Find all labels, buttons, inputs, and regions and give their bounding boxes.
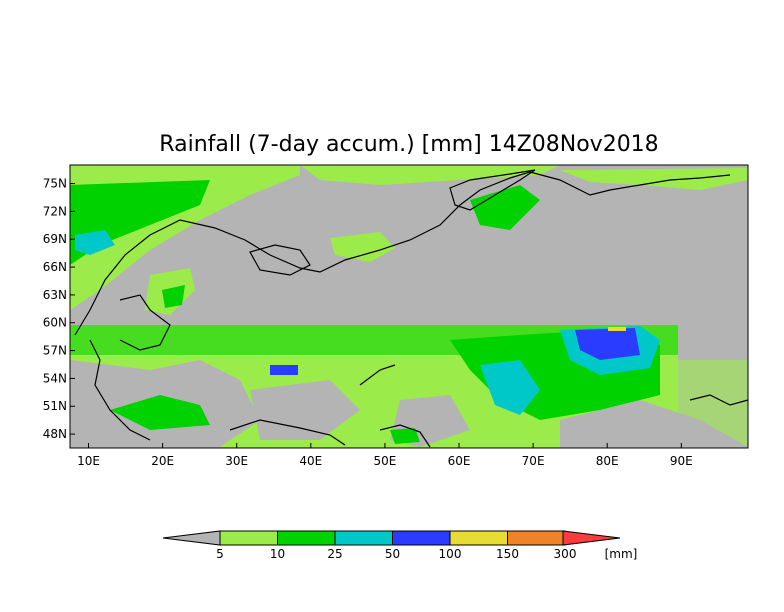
- colorbar-threshold-label: 25: [327, 547, 342, 561]
- colorbar-box: [277, 530, 336, 546]
- colorbar-box: [392, 530, 451, 546]
- colorbar-threshold-label: 10: [270, 547, 285, 561]
- colorbar: 5 10 25 50 100 150 300 [mm]: [162, 530, 638, 561]
- lon-label: 10E: [77, 454, 100, 468]
- light-rain-white-sea: [330, 232, 395, 262]
- moderate-rain-novaya-zemlya: [470, 185, 540, 230]
- lon-label: 30E: [225, 454, 248, 468]
- lon-label: 60E: [448, 454, 471, 468]
- lat-label: 75N: [43, 177, 67, 191]
- colorbar-upper-arrow: [562, 530, 621, 546]
- lon-label: 50E: [373, 454, 396, 468]
- heavy-rain-norway-coast: [75, 230, 115, 255]
- lat-label: 66N: [43, 260, 67, 274]
- moderate-rain-central-europe: [110, 395, 210, 430]
- very-heavy-rain-patch: [575, 328, 640, 360]
- colorbar-box: [449, 530, 508, 546]
- coastline-siberia-north: [529, 171, 731, 196]
- map-title: Rainfall (7-day accum.) [mm] 14Z08Nov201…: [159, 132, 658, 157]
- colorbar-threshold-label: 5: [216, 547, 224, 561]
- lon-label: 40E: [299, 454, 322, 468]
- moderate-rain-caspian: [390, 428, 420, 444]
- longitude-axis: 10E 20E 30E 40E 50E 60E 70E 80E 90E: [77, 443, 693, 468]
- lon-label: 80E: [596, 454, 619, 468]
- outline-baikal-region: [689, 394, 749, 406]
- coastline-baltic: [119, 294, 171, 351]
- lat-label: 69N: [43, 232, 67, 246]
- colorbar-threshold-label: 150: [496, 547, 519, 561]
- lon-label: 20E: [151, 454, 174, 468]
- coastline-scandinavia-kola: [74, 171, 531, 336]
- colorbar-threshold-label: 300: [554, 547, 577, 561]
- lat-label: 57N: [43, 344, 67, 358]
- lat-label: 51N: [43, 399, 67, 413]
- latitude-axis: 75N 72N 69N 66N 63N 60N 57N 54N 51N 48N: [43, 177, 75, 441]
- moderate-rain-norwegian-sea: [70, 180, 210, 265]
- coastline-caspian: [379, 424, 431, 448]
- lon-label: 70E: [522, 454, 545, 468]
- colorbar-threshold-label: 100: [439, 547, 462, 561]
- lat-label: 63N: [43, 288, 67, 302]
- heavy-rain-patch-a: [480, 360, 540, 415]
- map-panel: 75N 72N 69N 66N 63N 60N 57N 54N 51N 48N 10E 20E 30E…: [43, 164, 749, 468]
- coastline-novaya-zemlya: [449, 169, 536, 211]
- precip-field-north: [70, 165, 748, 315]
- lat-label: 54N: [43, 371, 67, 385]
- very-heavy-rain-spot-west: [270, 365, 298, 375]
- dry-patch-east: [560, 400, 748, 447]
- coastline-white-sea: [249, 244, 311, 276]
- lat-label: 60N: [43, 316, 67, 330]
- light-rain-kara: [560, 168, 748, 190]
- moderate-rain-finland: [162, 285, 185, 308]
- colorbar-threshold-label: 50: [385, 547, 400, 561]
- lat-label: 72N: [43, 204, 67, 218]
- colorbar-boxes: [219, 530, 566, 546]
- lon-label: 90E: [670, 454, 693, 468]
- map-frame: [69, 164, 749, 449]
- colorbar-unit: [mm]: [605, 547, 638, 561]
- colorbar-box: [219, 530, 278, 546]
- dry-patch-central: [250, 380, 360, 440]
- colorbar-box: [507, 530, 566, 546]
- extreme-rain-spot: [608, 327, 626, 331]
- coastline-black-sea: [229, 419, 346, 446]
- light-rain-barents: [300, 165, 560, 185]
- colorbar-box: [334, 530, 393, 546]
- coastline-europe-west: [89, 339, 151, 441]
- coastlines: [74, 169, 749, 448]
- colorbar-lower-arrow: [162, 530, 221, 546]
- precip-field-south: [70, 325, 748, 447]
- colorbar-labels: 5 10 25 50 100 150 300: [216, 547, 576, 561]
- outline-inland-east: [359, 364, 396, 386]
- lat-label: 48N: [43, 427, 67, 441]
